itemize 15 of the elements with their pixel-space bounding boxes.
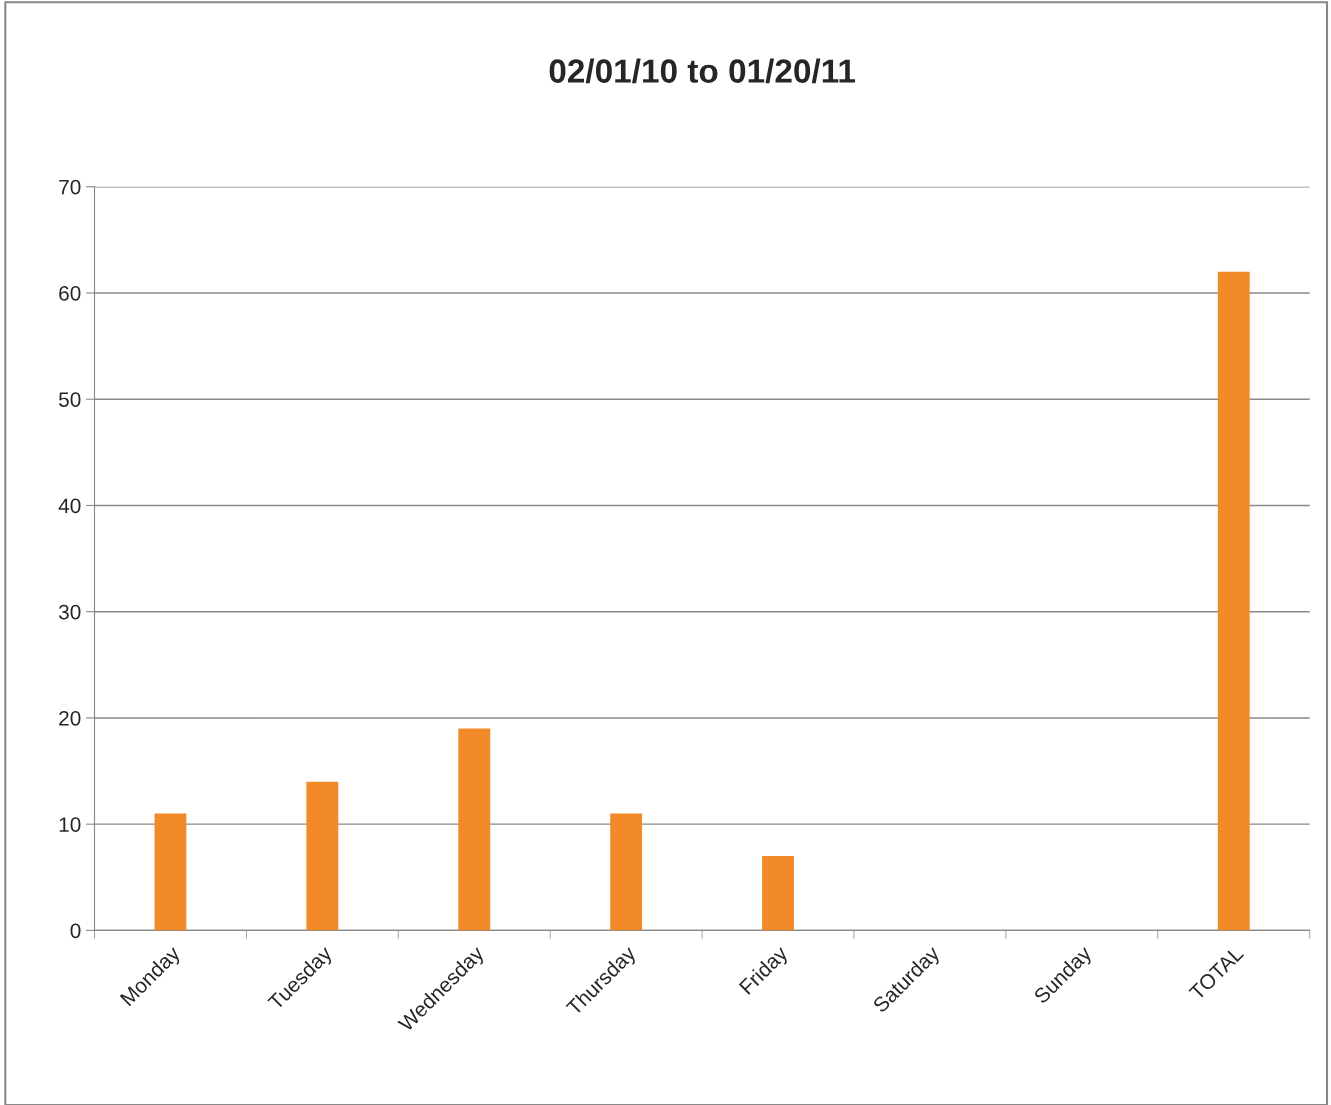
y-tick-label: 30 xyxy=(58,604,81,620)
y-tick-label: 50 xyxy=(58,392,81,407)
bar xyxy=(306,781,339,931)
bar xyxy=(154,813,187,931)
y-tick-label: 70 xyxy=(59,179,81,195)
bar xyxy=(458,728,491,931)
chart-title: 02/01/10 to 01/20/11 xyxy=(549,58,856,84)
y-tick-label: 60 xyxy=(59,285,81,301)
y-tick-label: 40 xyxy=(58,498,81,514)
y-tick-label: 10 xyxy=(59,817,81,832)
y-tick-label: 20 xyxy=(59,710,81,726)
bar xyxy=(610,813,643,931)
bar xyxy=(762,856,794,931)
bar xyxy=(1217,271,1250,931)
y-tick-label: 0 xyxy=(70,923,81,939)
